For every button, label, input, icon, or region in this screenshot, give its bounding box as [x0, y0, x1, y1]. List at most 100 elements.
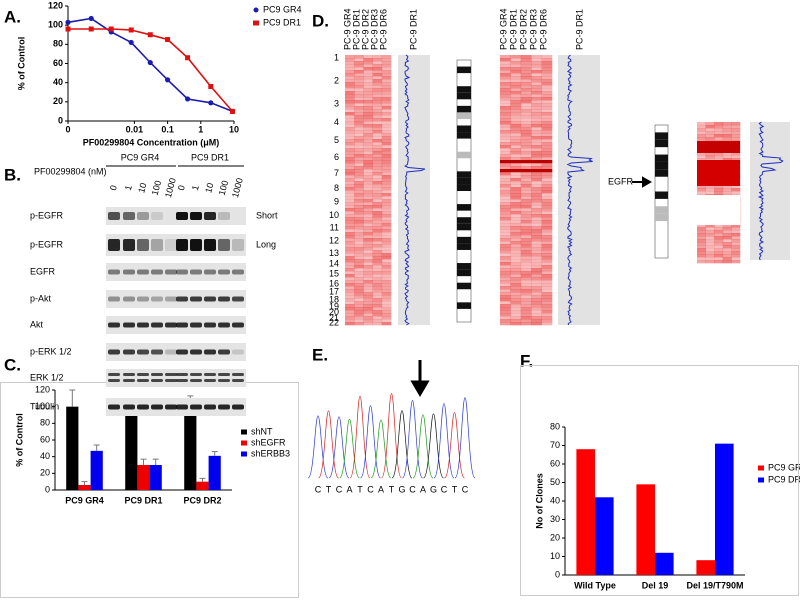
heatmap-cell: [381, 103, 392, 107]
heatmap-cell: [541, 175, 553, 179]
legend-swatch: [253, 20, 259, 26]
heatmap-cell: [372, 229, 383, 233]
heatmap-cell: [520, 214, 532, 218]
blot-band: [176, 239, 188, 251]
heatmap-cell: [531, 244, 542, 248]
heatmap-cell: [363, 274, 373, 278]
heatmap-cell: [541, 115, 553, 119]
heatmap-cell: [510, 259, 522, 263]
blot-band: [218, 373, 230, 376]
blot-band: [218, 349, 230, 355]
heatmap-cell: [381, 58, 392, 62]
heatmap-cell: [541, 181, 553, 185]
heatmap-cell: [354, 304, 364, 308]
heatmap-cell: [520, 226, 532, 230]
heatmap-cell: [363, 127, 373, 131]
heatmap-cell: [531, 262, 542, 266]
heatmap-cell: [500, 262, 511, 266]
heatmap-cell: [531, 106, 542, 110]
heatmap-cell: [541, 298, 553, 302]
heatmap-cell: [520, 238, 532, 242]
heatmap-cell: [510, 223, 522, 227]
heatmap-cell: [541, 94, 553, 98]
heatmap-cell: [500, 286, 511, 290]
heatmap-cell: [345, 112, 355, 116]
error-bar: [140, 458, 147, 465]
heatmap-cell: [541, 169, 553, 173]
heatmap-cell: [354, 289, 364, 293]
heatmap-cell: [531, 190, 542, 194]
heatmap-cell: [541, 229, 553, 233]
heatmap-cell: [381, 100, 392, 104]
trace-bg: [750, 122, 790, 260]
trace-peak: [444, 412, 465, 479]
heatmap-cell: [372, 214, 383, 218]
heatmap-cell: [363, 220, 373, 224]
heatmap-cell: [345, 205, 355, 209]
heatmap-cell: [500, 250, 511, 254]
heatmap-cell: [354, 193, 364, 197]
heatmap-cell: [520, 151, 532, 155]
heatmap-cell: [722, 254, 732, 258]
heatmap-cell: [363, 82, 373, 86]
heatmap-cell: [354, 106, 364, 110]
heatmap-cell: [705, 185, 715, 189]
heatmap-cell: [363, 235, 373, 239]
ideogram-band: [655, 132, 668, 140]
blot-band: [232, 373, 244, 376]
heatmap-cell: [722, 242, 732, 246]
heatmap-cell: [381, 268, 392, 272]
heatmap-cell: [381, 85, 392, 89]
blot-band: [176, 212, 188, 220]
blot-band: [232, 379, 244, 382]
error-bar: [211, 451, 218, 456]
data-point: [208, 100, 214, 106]
heatmap-cell: [520, 301, 532, 305]
heatmap-cell: [372, 217, 383, 221]
base-call: T: [357, 484, 363, 494]
heatmap-cell: [381, 322, 392, 326]
ideogram-band: [457, 269, 471, 277]
blot-band: [108, 379, 120, 382]
heatmap-cell: [520, 187, 532, 191]
heatmap-cell: [372, 187, 383, 191]
heatmap-cell: [705, 260, 715, 264]
heatmap-cell: [381, 166, 392, 170]
exposure-label: Long: [256, 239, 276, 249]
heatmap-cell: [520, 322, 532, 326]
heatmap-cell: [372, 322, 383, 326]
heatmap-cell: [372, 163, 383, 167]
heatmap-cell: [731, 242, 741, 246]
heatmap-cell: [731, 245, 741, 249]
chromosome-label: 4: [334, 117, 339, 127]
heatmap-cell: [714, 224, 724, 228]
blot-band: [108, 349, 120, 355]
blot-band: [190, 296, 202, 302]
heatmap-cell: [345, 319, 355, 323]
heatmap-cell: [697, 155, 706, 159]
bar: [636, 484, 655, 575]
y-tick-label: 100: [48, 20, 63, 30]
heatmap-cell: [354, 256, 364, 260]
heatmap-cell: [354, 241, 364, 245]
y-tick-label: 60: [53, 58, 63, 68]
heatmap-cell: [381, 226, 392, 230]
heatmap-cell: [697, 185, 706, 189]
heatmap-cell: [354, 253, 364, 257]
heatmap-cell: [510, 202, 522, 206]
trace-peak: [370, 419, 392, 479]
heatmap-cell: [345, 130, 355, 134]
heatmap-cell: [354, 313, 364, 317]
heatmap-cell: [345, 295, 355, 299]
heatmap-cell: [500, 136, 511, 140]
heatmap-cell: [500, 190, 511, 194]
bar: [208, 455, 221, 490]
heatmap-cell: [345, 214, 355, 218]
heatmap-cell: [510, 76, 522, 80]
heatmap-cell: [381, 169, 392, 173]
heatmap-cell: [541, 139, 553, 143]
ideogram-band: [457, 236, 471, 244]
heatmap-cell: [722, 122, 732, 126]
heatmap-cell: [372, 253, 383, 257]
column-header: PC-9 GR4: [498, 8, 508, 50]
